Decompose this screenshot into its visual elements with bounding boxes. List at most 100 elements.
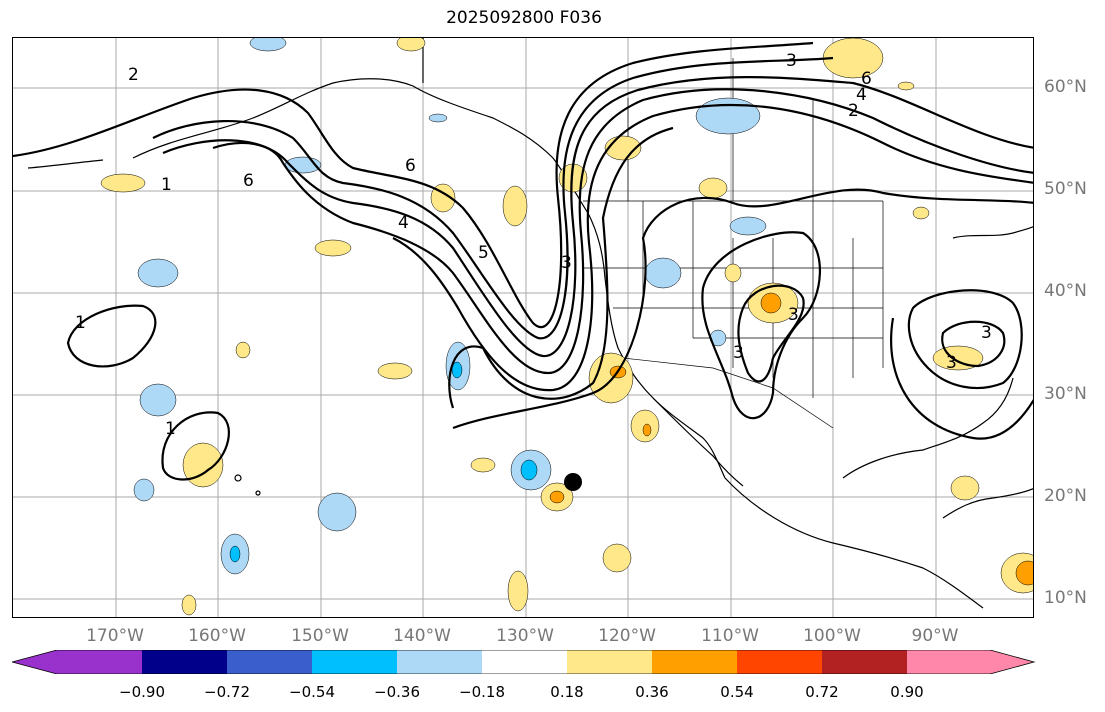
- colorbar-tick-label: −0.54: [289, 683, 335, 701]
- contour-line: [941, 320, 1006, 368]
- contour-line: [392, 103, 1033, 392]
- contour-line: [152, 56, 834, 340]
- colorbar-tick-label: −0.18: [459, 683, 505, 701]
- colorbar-segment: [227, 650, 312, 674]
- lat-label: 10°N: [1044, 588, 1087, 608]
- colorbar-tick-label: −0.36: [374, 683, 420, 701]
- contour-line: [13, 41, 814, 329]
- positive-area: [377, 362, 413, 380]
- positive-core: [1015, 560, 1033, 586]
- contour-label: 2: [128, 65, 139, 85]
- hawaii-island: [255, 490, 261, 496]
- colorbar-segment: [12, 650, 142, 674]
- colorbar-outline: [12, 650, 1036, 674]
- colorbar-segment: [567, 650, 652, 674]
- negative-area: [695, 97, 761, 135]
- negative-core: [229, 545, 241, 563]
- negative-area: [644, 257, 682, 289]
- contour-label: 4: [856, 85, 867, 105]
- map-title: 2025092800 F036: [446, 8, 602, 28]
- positive-area: [314, 239, 352, 257]
- gulf-coastline: [842, 377, 1014, 479]
- colorbar-tick-label: 0.36: [635, 683, 669, 701]
- colorbar-segment: [907, 650, 1034, 674]
- location-marker: [564, 473, 582, 491]
- lon-label: 100°W: [803, 626, 861, 646]
- negative-area: [428, 113, 448, 123]
- lon-label: 160°W: [188, 626, 246, 646]
- contour-label: 1: [165, 419, 176, 439]
- colorbar-tick-label: 0.18: [550, 683, 584, 701]
- positive-area: [698, 177, 728, 199]
- negative-area: [729, 216, 767, 236]
- colorbar-segment: [482, 650, 567, 674]
- contour-label: 3: [733, 343, 744, 363]
- colorbar-segment: [142, 650, 227, 674]
- lat-label: 40°N: [1044, 281, 1087, 301]
- negative-area: [249, 38, 287, 52]
- shading: [100, 38, 1033, 616]
- contours: [13, 41, 1033, 481]
- contour-label: 3: [786, 51, 797, 71]
- coastlines: [27, 38, 1033, 609]
- colorbar-segment: [397, 650, 482, 674]
- positive-area: [182, 442, 224, 488]
- lat-label: 60°N: [1044, 77, 1087, 97]
- lon-label: 110°W: [701, 626, 759, 646]
- lon-label: 130°W: [496, 626, 554, 646]
- contour-label: 3: [561, 253, 572, 273]
- positive-area: [235, 341, 251, 359]
- positive-area: [430, 183, 456, 213]
- positive-area: [502, 185, 528, 227]
- contour-label: 3: [946, 353, 957, 373]
- contour-label: 6: [861, 69, 872, 89]
- baja-coastline: [652, 397, 744, 487]
- lon-label: 140°W: [393, 626, 451, 646]
- positive-area: [950, 475, 980, 501]
- contour-label: 4: [398, 213, 409, 233]
- contour-line: [737, 284, 805, 383]
- positive-area: [181, 594, 197, 616]
- negative-area: [133, 478, 155, 502]
- contour-line: [907, 289, 1023, 390]
- positive-area: [602, 543, 632, 573]
- positive-area: [100, 173, 146, 193]
- positive-area: [470, 457, 496, 473]
- colorbar-tick-label: −0.72: [204, 683, 250, 701]
- contour-label: 1: [161, 175, 172, 195]
- lat-label: 30°N: [1044, 384, 1087, 404]
- colorbar-segment: [312, 650, 397, 674]
- positive-core: [760, 292, 782, 314]
- mexico-coastline: [724, 477, 984, 609]
- negative-core: [520, 459, 538, 481]
- contour-label-group: 2 6 1 6 4 5 3 1 1 3 3 6 4 2 3 3 3: [75, 51, 992, 439]
- lat-label: 50°N: [1044, 179, 1087, 199]
- contour-label: 6: [243, 171, 254, 191]
- contour-label: 3: [788, 305, 799, 325]
- lon-label: 90°W: [911, 626, 959, 646]
- colorbar-tick-label: 0.90: [890, 683, 924, 701]
- map-panel: 2 6 1 6 4 5 3 1 1 3 3 6 4 2 3 3 3: [12, 37, 1034, 618]
- lat-label: 20°N: [1044, 486, 1087, 506]
- us-mexico-border: [622, 357, 834, 429]
- lon-label: 150°W: [291, 626, 349, 646]
- colorbar-segment: [737, 650, 822, 674]
- contour-line: [161, 411, 230, 481]
- positive-area: [912, 206, 930, 220]
- colorbar: [12, 650, 1036, 674]
- positive-area: [724, 263, 742, 283]
- positive-area: [897, 81, 915, 91]
- positive-area: [396, 38, 426, 52]
- hawaii-island: [234, 474, 242, 482]
- colorbar-tick-label: 0.72: [805, 683, 839, 701]
- cuba-coastline: [942, 488, 1033, 519]
- lon-label: 170°W: [86, 626, 144, 646]
- colorbar-segment: [652, 650, 737, 674]
- positive-core: [642, 423, 652, 437]
- contour-line: [452, 188, 1033, 430]
- contour-label: 6: [405, 156, 416, 176]
- east-coastline: [952, 226, 1033, 239]
- contour-label: 5: [478, 243, 489, 263]
- map-canvas: 2 6 1 6 4 5 3 1 1 3 3 6 4 2 3 3 3: [13, 38, 1033, 617]
- contour-line: [162, 76, 1033, 358]
